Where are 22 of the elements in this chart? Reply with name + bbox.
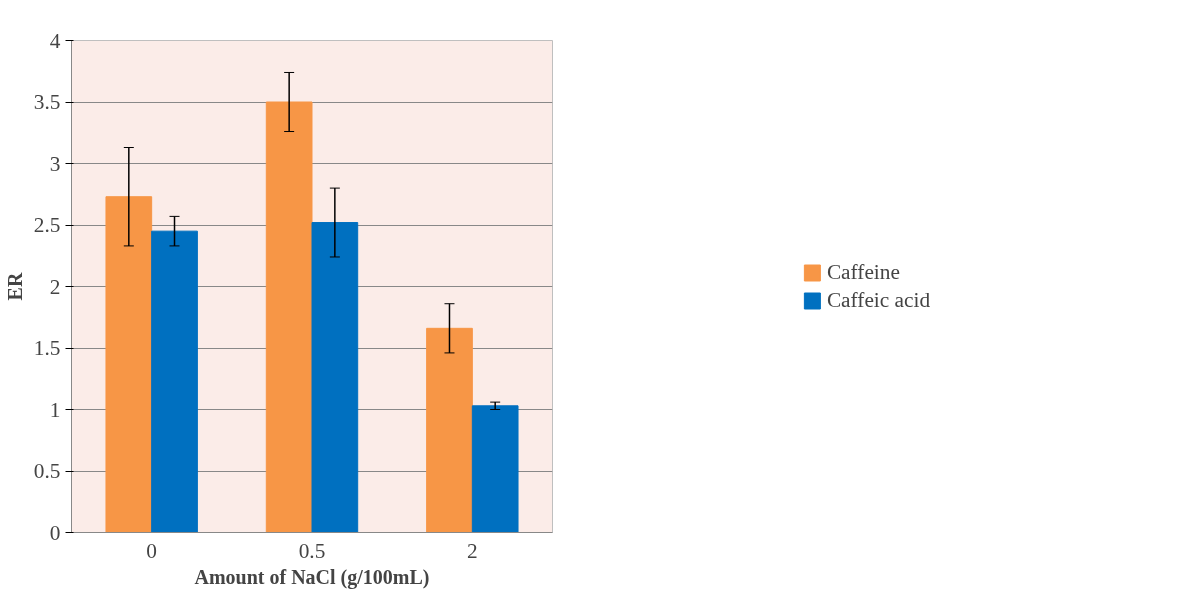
bar	[311, 222, 359, 533]
y-tick-label: 0.5	[33, 459, 61, 483]
bar	[105, 196, 153, 533]
y-axis-title: ER	[3, 272, 26, 301]
x-tick-label: 0.5	[298, 538, 326, 563]
y-tick-label: 2	[49, 274, 61, 299]
legend-label: Caffeine	[826, 259, 900, 285]
y-tick-label: 0	[49, 520, 61, 545]
bar	[151, 230, 198, 533]
y-tick-label: 3	[49, 151, 61, 176]
y-tick-label: 4	[49, 28, 61, 53]
y-tick-label: 2.5	[33, 213, 61, 237]
bar	[426, 327, 473, 533]
x-tick-label: 0	[146, 538, 158, 563]
y-tick-label: 3.5	[33, 90, 61, 114]
y-tick-label: 1	[49, 397, 61, 422]
x-tick-label: 2	[467, 538, 478, 563]
bar	[471, 405, 519, 533]
y-tick-label: 1.5	[33, 336, 61, 360]
bar	[265, 101, 313, 533]
x-axis-title: Amount of NaCl (g/100mL)	[194, 565, 430, 589]
legend-label: Caffeic acid	[826, 287, 931, 313]
